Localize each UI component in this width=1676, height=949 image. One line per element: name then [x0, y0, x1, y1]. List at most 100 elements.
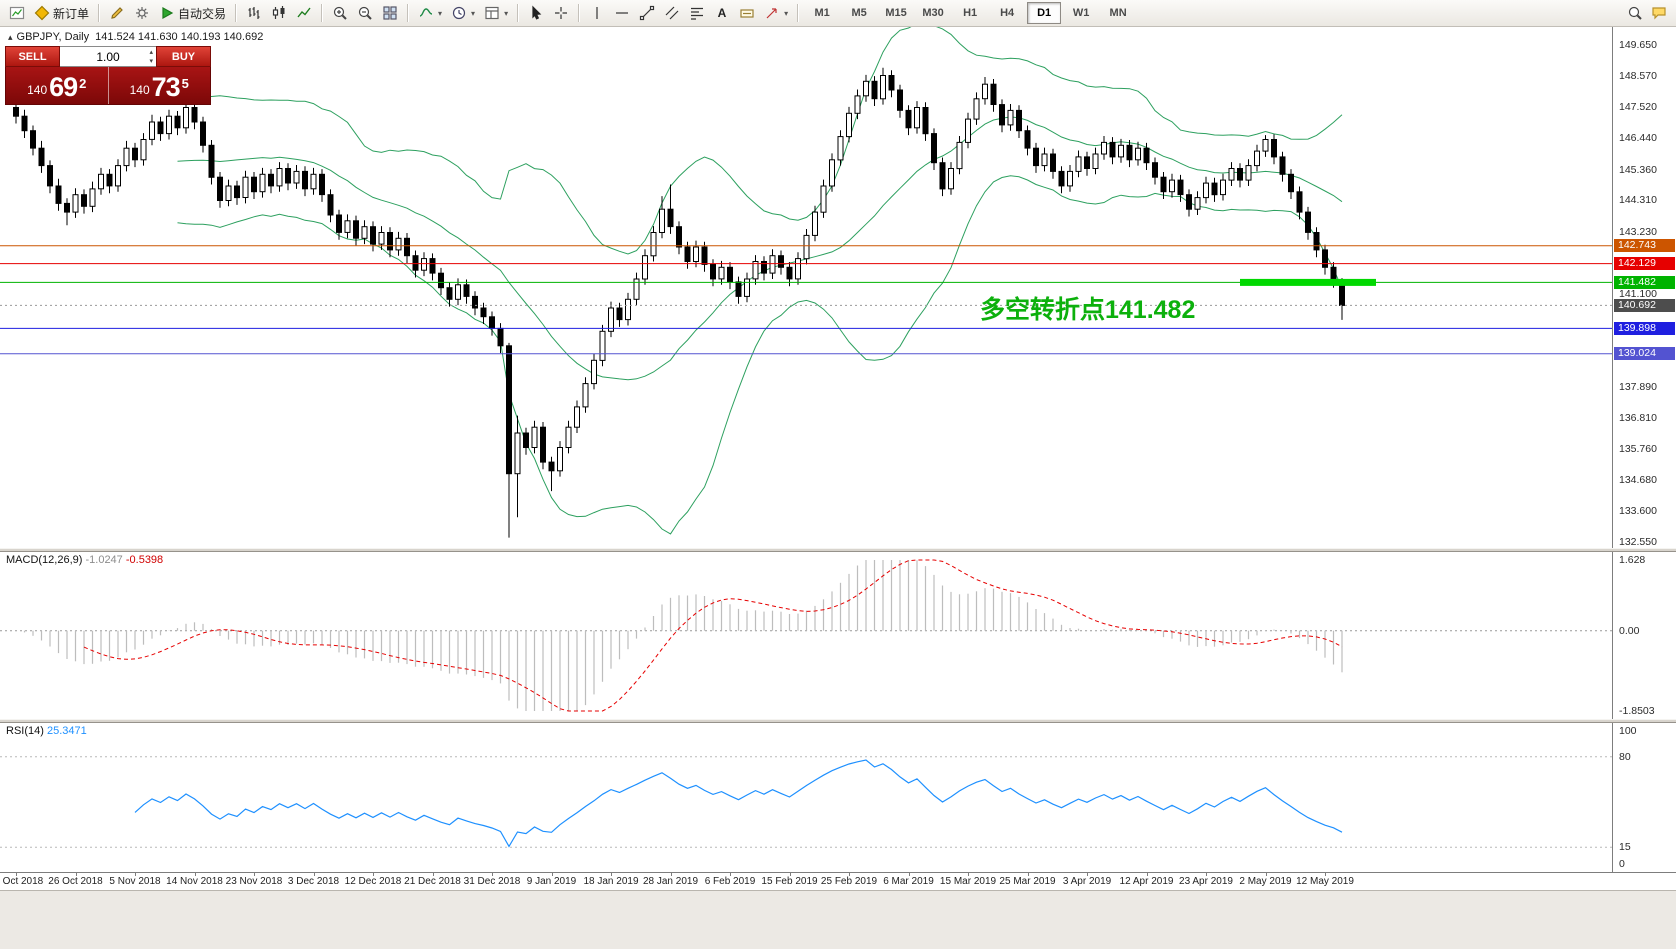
- chevron-down-icon: ▾: [784, 8, 789, 18]
- timeframe-m30[interactable]: M30: [922, 7, 944, 19]
- cursor-button[interactable]: [524, 1, 548, 25]
- axis-tick: 148.570: [1619, 70, 1657, 83]
- line-chart-button[interactable]: [292, 1, 316, 25]
- time-axis[interactable]: 17 Oct 2018 26 Oct 2018 5 Nov 2018 14 Nov 2…: [0, 872, 1676, 890]
- chevron-down-icon: ▾: [471, 8, 476, 18]
- timeframe-d1[interactable]: D1: [1027, 2, 1062, 24]
- price-level-lines[interactable]: [0, 245, 1612, 355]
- buy-button[interactable]: BUY: [156, 46, 211, 67]
- options-icon: [134, 5, 150, 21]
- volume-up-button[interactable]: ▴: [149, 49, 153, 56]
- timeframe-w1[interactable]: W1: [1072, 7, 1090, 19]
- toolbar-separator: [235, 4, 238, 22]
- volume-down-button[interactable]: ▾: [149, 58, 153, 65]
- axis-tick: 132.550: [1619, 536, 1657, 548]
- time-tick: [730, 873, 731, 876]
- price-tag: 142.129: [1614, 257, 1675, 270]
- timeframe-h4[interactable]: H4: [1000, 7, 1015, 19]
- time-tick: [1027, 873, 1029, 876]
- macd-title: MACD(12,26,9) -1.0247 -0.5398: [6, 554, 164, 566]
- date-label: 23 Apr 2019: [1179, 876, 1233, 887]
- panel-splitter[interactable]: [0, 719, 1676, 723]
- templates-button[interactable]: ▾: [480, 1, 512, 25]
- timeframe-m5[interactable]: M5: [851, 7, 867, 19]
- axis-tick: 141.100: [1619, 287, 1657, 300]
- search-button[interactable]: [1623, 1, 1647, 25]
- chart-window-button[interactable]: [5, 1, 29, 25]
- sell-button[interactable]: SELL: [5, 46, 60, 67]
- timeframe-m1[interactable]: M1: [814, 7, 830, 19]
- date-label: 6 Feb 2019: [704, 876, 756, 887]
- toolbar-right: [1623, 1, 1671, 25]
- price-tag: 139.898: [1614, 322, 1675, 335]
- text-label-icon: [739, 5, 755, 21]
- macd-histogram: [23, 560, 1343, 711]
- templates-icon: [484, 5, 500, 21]
- toolbar-separator: [98, 4, 101, 22]
- date-label: 5 Nov 2018: [109, 876, 161, 887]
- timeframe-mn[interactable]: MN: [1109, 7, 1127, 19]
- panel-splitter[interactable]: [0, 548, 1676, 552]
- arrows-button[interactable]: ▾: [760, 1, 792, 25]
- text-label-button[interactable]: [735, 1, 759, 25]
- timeframe-m15[interactable]: M15: [885, 7, 907, 19]
- volume-field[interactable]: 1.00 ▴ ▾: [60, 46, 156, 67]
- date-label: 12 Apr 2019: [1119, 876, 1174, 887]
- time-tick: [75, 873, 77, 876]
- periods-icon: [451, 5, 467, 21]
- rsi-canvas[interactable]: [0, 723, 1612, 872]
- date-label: 15 Mar 2019: [939, 876, 997, 887]
- time-tick: [1146, 873, 1148, 876]
- zoom-out-button[interactable]: [353, 1, 377, 25]
- buy-price[interactable]: 140 73 5: [129, 72, 189, 102]
- zoom-in-button[interactable]: [328, 1, 352, 25]
- macd-canvas[interactable]: [0, 552, 1612, 719]
- date-label: 21 Dec 2018: [404, 876, 461, 887]
- highlight-level-bar[interactable]: [1240, 278, 1376, 286]
- one-click-trading-panel: SELL 1.00 ▴ ▾ BUY 140 69 2 140 73 5: [5, 46, 211, 105]
- new-order-button[interactable]: 新订单: [30, 1, 93, 25]
- ohlc-values: 141.524 141.630 140.193 140.692: [95, 31, 264, 43]
- axis-tick: 1.628: [1619, 554, 1646, 566]
- toolbar-separator: [797, 4, 800, 22]
- axis-tick: 0: [1619, 858, 1625, 870]
- price-divider: [107, 67, 109, 104]
- panel-collapse-icon[interactable]: ▴: [8, 32, 13, 42]
- timeframe-h1[interactable]: H1: [963, 7, 978, 19]
- periods-button[interactable]: ▾: [447, 1, 479, 25]
- sell-price[interactable]: 140 69 2: [27, 72, 87, 102]
- community-button[interactable]: [1647, 1, 1671, 25]
- horizontal-line-icon: [614, 5, 630, 21]
- fibonacci-button[interactable]: [685, 1, 709, 25]
- autotrading-button[interactable]: 自动交易: [155, 1, 230, 25]
- macd-axis[interactable]: 1.628 0.00 -1.8503: [1612, 552, 1676, 719]
- zoom-out-icon: [357, 5, 373, 21]
- main-chart-canvas[interactable]: [0, 27, 1612, 548]
- metaeditor-button[interactable]: [105, 1, 129, 25]
- channel-button[interactable]: [660, 1, 684, 25]
- new-order-icon: [34, 5, 50, 21]
- text-button[interactable]: A: [710, 1, 734, 25]
- candlestick-chart-button[interactable]: [267, 1, 291, 25]
- bar-chart-button[interactable]: [242, 1, 266, 25]
- cursor-icon: [528, 5, 544, 21]
- arrows-icon: [764, 5, 780, 21]
- indicators-button[interactable]: ▾: [414, 1, 446, 25]
- toolbar-separator: [578, 4, 581, 22]
- chart-annotation-text[interactable]: 多空转折点141.482: [980, 296, 1196, 324]
- horizontal-line-button[interactable]: [610, 1, 634, 25]
- chevron-down-icon: ▾: [438, 8, 443, 18]
- community-icon: [1651, 5, 1667, 21]
- trendline-button[interactable]: [635, 1, 659, 25]
- time-tick: [135, 873, 136, 876]
- price-axis[interactable]: 149.650 148.570 147.520 146.440 145.360 144.3…: [1612, 27, 1676, 548]
- time-tick: [254, 873, 255, 876]
- options-button[interactable]: [130, 1, 154, 25]
- time-tick: [432, 873, 434, 876]
- axis-tick: 137.890: [1619, 380, 1657, 393]
- crosshair-button[interactable]: [549, 1, 573, 25]
- vertical-line-button[interactable]: [585, 1, 609, 25]
- rsi-axis[interactable]: 100 80 15 0: [1612, 723, 1676, 872]
- tile-windows-button[interactable]: [378, 1, 402, 25]
